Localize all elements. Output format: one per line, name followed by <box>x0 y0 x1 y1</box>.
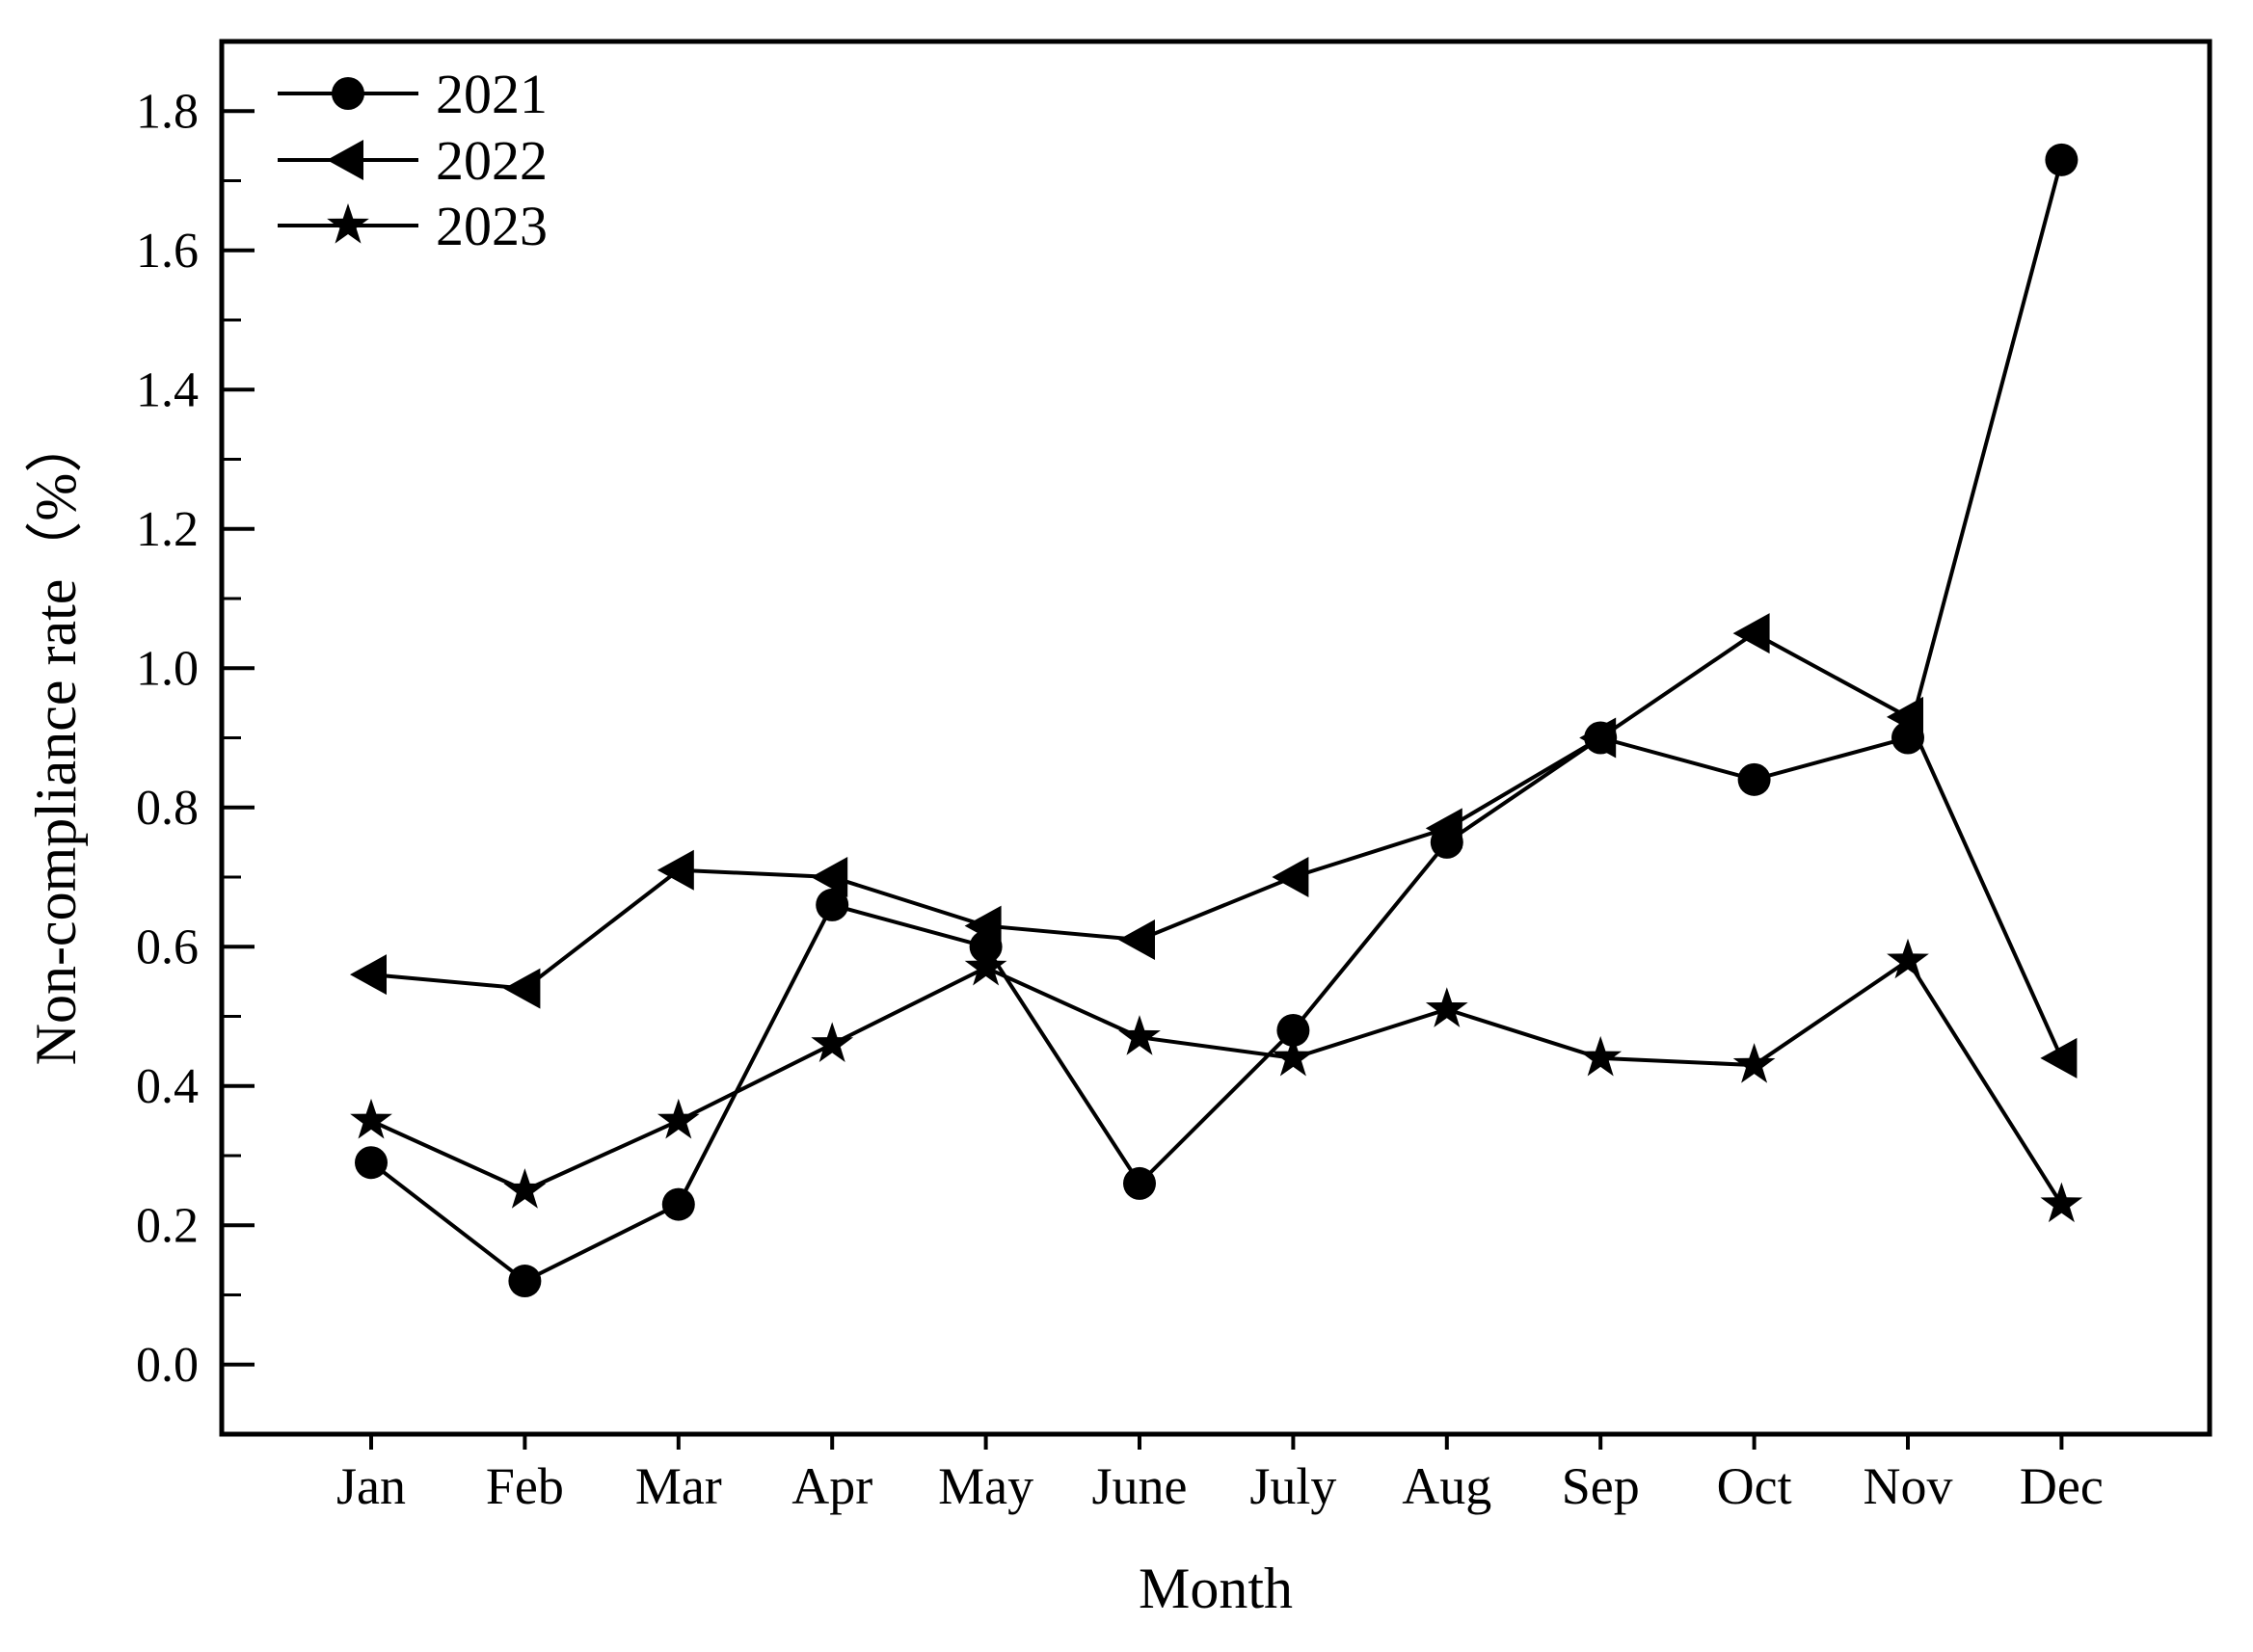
x-axis-tick-label: Aug <box>1402 1457 1491 1515</box>
legend-entry-2023: 2023 <box>278 195 548 257</box>
x-axis-tick-label: Apr <box>791 1457 872 1515</box>
series-2021-marker <box>1123 1166 1156 1200</box>
y-axis-tick-label: 0.4 <box>136 1059 199 1114</box>
series-2023-marker <box>350 1098 392 1139</box>
y-axis-tick-label: 1.8 <box>136 84 199 139</box>
series-2022-line <box>370 630 2064 1059</box>
series-2022-marker <box>1425 808 1462 849</box>
series-2021-marker <box>355 1146 388 1180</box>
x-axis: Jan Feb Mar Apr May June July Aug Sep Oct Nov Dec <box>336 1434 2104 1515</box>
y-axis-tick-label: 0.2 <box>136 1198 199 1253</box>
y-axis: 0.0 0.2 0.4 0.6 0.8 1.0 1.2 1.4 1.6 1.8 <box>136 84 255 1393</box>
series-2021-marker <box>816 888 849 921</box>
series-2021-marker <box>1276 1013 1310 1047</box>
series-2022-marker <box>2040 1037 2078 1079</box>
series-2023-marker <box>657 1098 700 1139</box>
legend-label: 2022 <box>436 129 548 192</box>
series-2022-marker <box>1579 717 1617 759</box>
x-axis-tick-label: May <box>938 1457 1033 1515</box>
x-axis-tick-label: June <box>1092 1457 1188 1515</box>
y-axis-tick-label: 0.0 <box>136 1338 199 1393</box>
series-2022-marker <box>657 849 694 891</box>
series-2022-marker <box>1732 613 1770 654</box>
series-2022-marker <box>964 905 1002 946</box>
series-2021-marker <box>661 1187 695 1221</box>
y-axis-tick-label: 1.6 <box>136 224 199 279</box>
series-2023-marker <box>503 1168 547 1209</box>
series-2022-marker <box>503 968 541 1009</box>
legend-label: 2023 <box>436 195 548 257</box>
y-axis-tick-label: 1.2 <box>136 502 199 557</box>
legend-entry-2022: 2022 <box>278 129 548 192</box>
x-axis-tick-label: Dec <box>2020 1457 2104 1515</box>
series-2021-marker <box>508 1265 542 1298</box>
y-axis-tick-label: 0.8 <box>136 781 199 836</box>
series-2021-line <box>369 159 2064 1284</box>
series-2021-marker <box>1737 762 1771 796</box>
x-axis-tick-label: Feb <box>486 1457 564 1515</box>
series-2023-marker <box>1425 987 1468 1027</box>
series-2022-marker <box>1887 696 1923 737</box>
x-axis-tick-label: Oct <box>1717 1457 1792 1515</box>
legend-marker-triangle-left <box>327 140 363 180</box>
series-2023-marker <box>811 1022 854 1063</box>
y-axis-tick-label: 1.4 <box>136 362 199 417</box>
x-axis-tick-label: Nov <box>1864 1457 1953 1515</box>
series-2021 <box>355 143 2079 1298</box>
series-2023-marker <box>1272 1035 1315 1077</box>
y-axis-title: Non-compliance rate（%） <box>24 415 88 1066</box>
series-2022-marker <box>811 857 848 897</box>
x-axis-title: Month <box>1139 1557 1293 1620</box>
x-axis-tick-label: Mar <box>635 1457 722 1515</box>
series-2022 <box>350 613 2078 1079</box>
series-2021-marker <box>2045 143 2079 176</box>
x-axis-tick-label: July <box>1249 1457 1336 1515</box>
legend-marker-circle <box>332 77 364 110</box>
y-axis-tick-label: 1.0 <box>136 641 199 696</box>
legend-label: 2021 <box>436 63 548 125</box>
series-2023-marker <box>964 945 1007 986</box>
series-2023-marker <box>1579 1035 1623 1077</box>
series-2023-marker <box>2040 1182 2083 1223</box>
legend-marker-star <box>327 203 369 244</box>
y-axis-tick-label: 0.6 <box>136 919 199 974</box>
series-2023-marker <box>1118 1015 1161 1055</box>
series-2022-marker <box>1272 857 1309 897</box>
series-2023-marker <box>1887 938 1929 979</box>
x-axis-tick-label: Sep <box>1562 1457 1640 1515</box>
series-2023-marker <box>1732 1043 1776 1083</box>
series-2022-marker <box>350 954 387 996</box>
series-2023 <box>350 938 2083 1223</box>
series-2022-marker <box>1118 919 1155 961</box>
series-2023-line <box>370 957 2064 1206</box>
x-axis-tick-label: Jan <box>336 1457 406 1515</box>
legend-entry-2021: 2021 <box>278 63 548 125</box>
